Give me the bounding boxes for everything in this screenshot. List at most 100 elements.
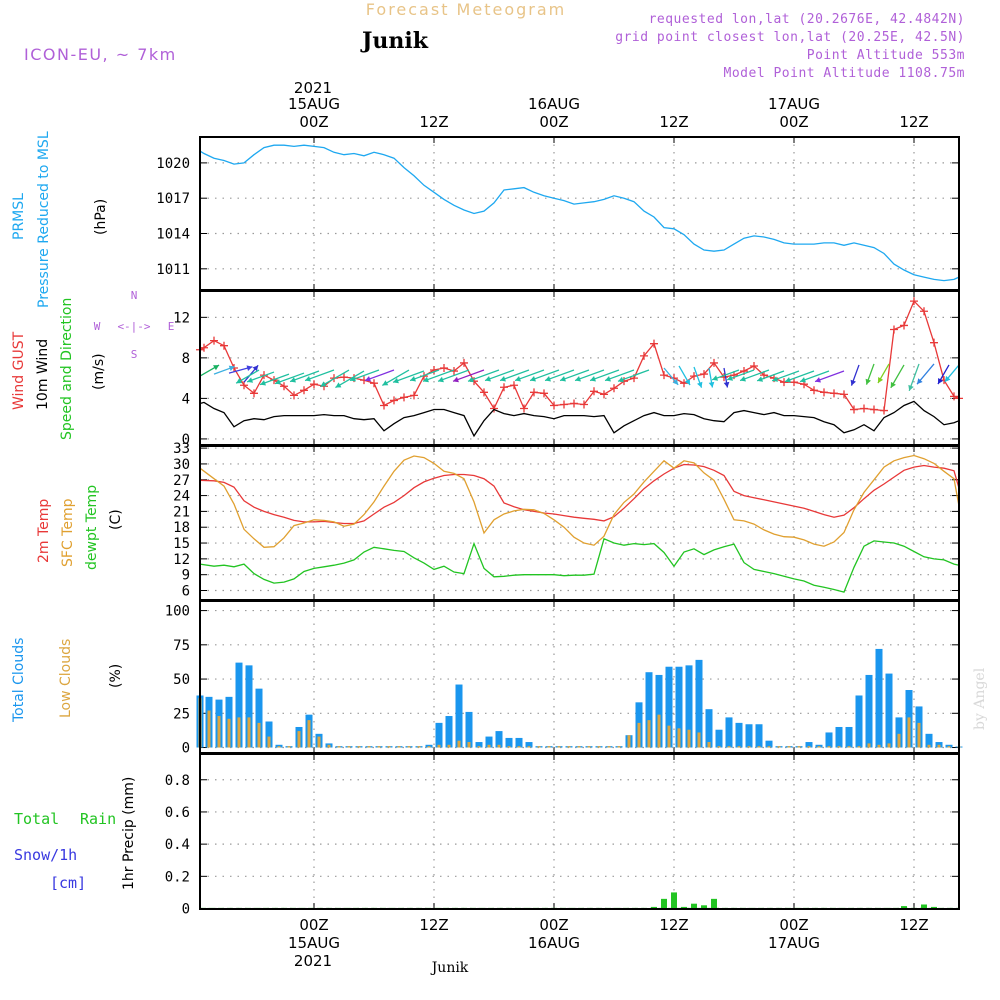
gust-marker <box>850 405 858 414</box>
rain-bar <box>671 892 677 909</box>
low-cloud-bar <box>407 746 411 748</box>
low-cloud-bar <box>517 746 521 748</box>
low-cloud-bar <box>857 746 861 748</box>
compass-mid: <-|-> <box>117 320 150 333</box>
compass-north: N <box>131 289 138 302</box>
wind-arrow-head <box>944 375 951 382</box>
wind-arrow <box>452 369 485 382</box>
y-tick-label: 0 <box>182 902 190 918</box>
total-cloud-bar <box>925 733 933 748</box>
bottom-time-label: 00Z <box>539 916 568 934</box>
2m-temp-line <box>199 463 960 525</box>
watermark: by Angel <box>972 667 988 730</box>
wind-arrow-head <box>382 380 389 386</box>
total-cloud-bar <box>825 732 833 748</box>
low-cloud-bar <box>947 746 951 748</box>
y-tick-label: 33 <box>173 441 190 457</box>
low-cloud-bar <box>717 746 721 748</box>
total-cloud-bar <box>245 665 253 748</box>
y-tick-label: 1017 <box>156 191 190 207</box>
10m-wind-line <box>199 400 960 438</box>
low-cloud-bar <box>287 746 291 748</box>
low-cloud-bar <box>427 746 431 748</box>
pressure-label-prmsl: PRMSL <box>11 193 27 240</box>
low-cloud-bar <box>907 717 911 748</box>
total-cloud-bar <box>485 736 493 748</box>
temp-label-dew: dewpt Temp <box>84 485 100 570</box>
wind-unit: (m/s) <box>91 353 107 390</box>
wind-arrow-head <box>590 376 596 382</box>
total-cloud-bar <box>725 717 733 748</box>
info-line-3: Point Altitude 553m <box>807 48 965 63</box>
total-cloud-bar <box>715 729 723 748</box>
y-tick-label: 1020 <box>156 156 190 172</box>
total-cloud-bar <box>645 672 653 748</box>
low-cloud-bar <box>707 742 711 748</box>
y-tick-label: 25 <box>173 706 190 722</box>
y-tick-label: 18 <box>173 520 190 536</box>
y-tick-label: 75 <box>173 638 190 654</box>
wind-arrow-head <box>917 378 923 385</box>
top-time-label: 00Z <box>299 113 328 131</box>
y-tick-label: 12 <box>173 552 190 568</box>
y-tick-label: 50 <box>173 672 190 688</box>
low-cloud-bar <box>527 746 531 748</box>
low-cloud-bar <box>457 740 461 748</box>
wind-arrow-head <box>335 382 342 388</box>
wind-arrow-head <box>275 379 281 385</box>
temp-label-sfc: SFC Temp <box>60 498 76 567</box>
compass-rose: N <-|-> W E S <box>94 289 175 361</box>
low-cloud-bar <box>877 744 881 748</box>
cloud-unit: (%) <box>108 664 124 688</box>
low-cloud-bar <box>837 746 841 748</box>
gust-marker <box>500 383 508 392</box>
gust-marker <box>930 338 938 347</box>
low-cloud-bar <box>547 746 551 748</box>
y-tick-label: 21 <box>173 504 190 520</box>
low-cloud-bar <box>377 746 381 748</box>
total-cloud-bar <box>695 659 703 748</box>
low-cloud-bar <box>657 714 661 748</box>
low-cloud-bar <box>677 728 681 748</box>
low-cloud-bar <box>777 746 781 748</box>
y-tick-label: 1011 <box>156 262 190 278</box>
top-time-label: 00Z <box>779 113 808 131</box>
precip-unit-label: 1hr Precip (mm) <box>121 777 137 890</box>
low-cloud-bar <box>477 746 481 748</box>
info-line-1: requested lon,lat (20.2676E, 42.4842N) <box>649 12 965 27</box>
low-cloud-bar <box>607 746 611 748</box>
low-cloud-bar <box>917 722 921 748</box>
gust-marker <box>790 378 798 387</box>
top-date-label: 15AUG <box>288 95 340 113</box>
dewpt-temp-line <box>199 537 960 593</box>
gust-marker <box>580 400 588 409</box>
low-cloud-bar <box>487 744 491 748</box>
wind-arrow-head <box>485 376 491 382</box>
gust-marker <box>560 400 568 409</box>
y-tick-label: 12 <box>173 310 190 326</box>
total-cloud-bar <box>705 709 713 748</box>
panel-clouds: 0 25 50 75 100 <box>165 600 963 757</box>
info-line-2: grid point closest lon,lat (20.25E, 42.5… <box>615 30 965 45</box>
wind-arrow-head <box>815 377 821 383</box>
wind-arrow-head <box>305 376 311 382</box>
low-cloud-bar <box>337 746 341 748</box>
wind-arrow-head <box>247 377 254 383</box>
low-cloud-bar <box>317 736 321 748</box>
low-cloud-bar <box>387 746 391 748</box>
gust-marker <box>440 364 448 372</box>
low-cloud-bar <box>827 746 831 748</box>
y-tick-label: 6 <box>182 584 190 600</box>
y-tick-label: 0 <box>182 741 190 757</box>
rain-bar <box>661 898 667 909</box>
wind-arrow-head <box>672 378 679 385</box>
gust-marker <box>830 389 838 398</box>
gust-marker <box>480 388 488 397</box>
chart-title: Forecast Meteogram <box>366 0 566 19</box>
y-tick-label: 100 <box>165 604 190 620</box>
wind-arrow-head <box>908 384 914 391</box>
wind-arrow-head <box>246 365 253 371</box>
low-cloud-bar <box>697 732 701 748</box>
wind-arrow-head <box>878 377 884 383</box>
y-tick-label: 0 <box>182 432 190 448</box>
